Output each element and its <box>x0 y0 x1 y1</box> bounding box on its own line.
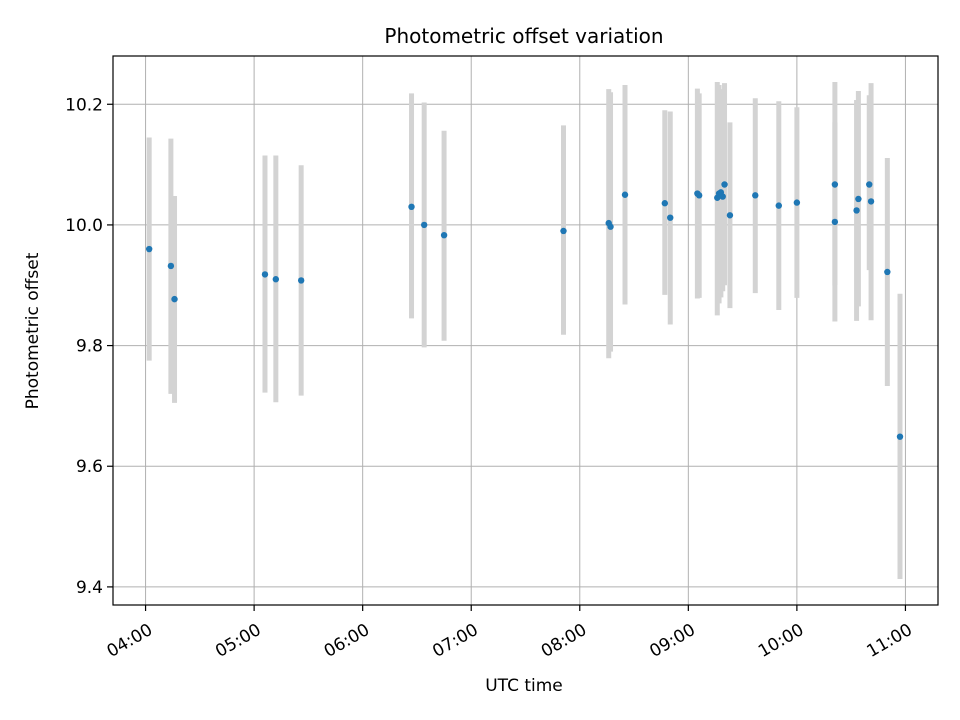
x-tick-label: 10:00 <box>755 620 807 662</box>
errorbar-layer <box>146 81 903 580</box>
data-point <box>695 192 703 199</box>
x-axis-label: UTC time <box>485 676 563 696</box>
data-point <box>855 195 862 203</box>
data-point <box>896 433 904 440</box>
plot-frame <box>112 55 939 606</box>
data-point <box>793 199 801 206</box>
data-point <box>272 276 280 283</box>
data-point <box>853 207 860 214</box>
data-point <box>440 231 448 239</box>
data-point <box>661 200 669 207</box>
data-point <box>831 218 839 226</box>
grid-layer <box>113 56 938 605</box>
data-point <box>667 214 674 221</box>
data-point <box>831 181 839 188</box>
data-point <box>408 203 415 211</box>
data-point <box>167 262 175 270</box>
tick-layer: 04:00 05:00 06:00 07:00 08:00 09:00 10:00 11:00… <box>65 95 916 662</box>
data-point <box>884 268 891 276</box>
y-tick-label: 9.8 <box>76 337 103 357</box>
data-point <box>171 295 178 303</box>
data-point <box>866 181 873 188</box>
data-point <box>607 223 614 230</box>
data-point <box>775 202 782 209</box>
y-tick-label: 10.0 <box>65 216 103 236</box>
chart-title: Photometric offset variation <box>384 24 663 48</box>
y-tick-label: 10.2 <box>65 95 103 115</box>
data-point <box>145 245 153 253</box>
data-point <box>867 198 875 205</box>
point-layer <box>145 181 904 440</box>
x-tick-label: 11:00 <box>863 620 915 662</box>
x-tick-label: 05:00 <box>212 620 264 662</box>
data-point <box>752 192 759 199</box>
x-tick-label: 09:00 <box>646 620 698 662</box>
data-point <box>420 221 428 229</box>
x-tick-label: 07:00 <box>429 620 481 662</box>
data-point <box>721 181 728 188</box>
data-point <box>560 227 567 235</box>
x-tick-label: 04:00 <box>104 620 156 662</box>
data-point <box>621 191 629 198</box>
data-point <box>297 277 305 284</box>
y-tick-label: 9.4 <box>76 578 103 598</box>
data-point <box>261 271 269 278</box>
data-point <box>726 212 734 219</box>
data-point <box>719 193 726 200</box>
y-axis-label: Photometric offset <box>23 252 43 409</box>
x-tick-label: 06:00 <box>321 620 373 662</box>
y-tick-label: 9.6 <box>76 457 103 477</box>
x-tick-label: 08:00 <box>538 620 590 662</box>
